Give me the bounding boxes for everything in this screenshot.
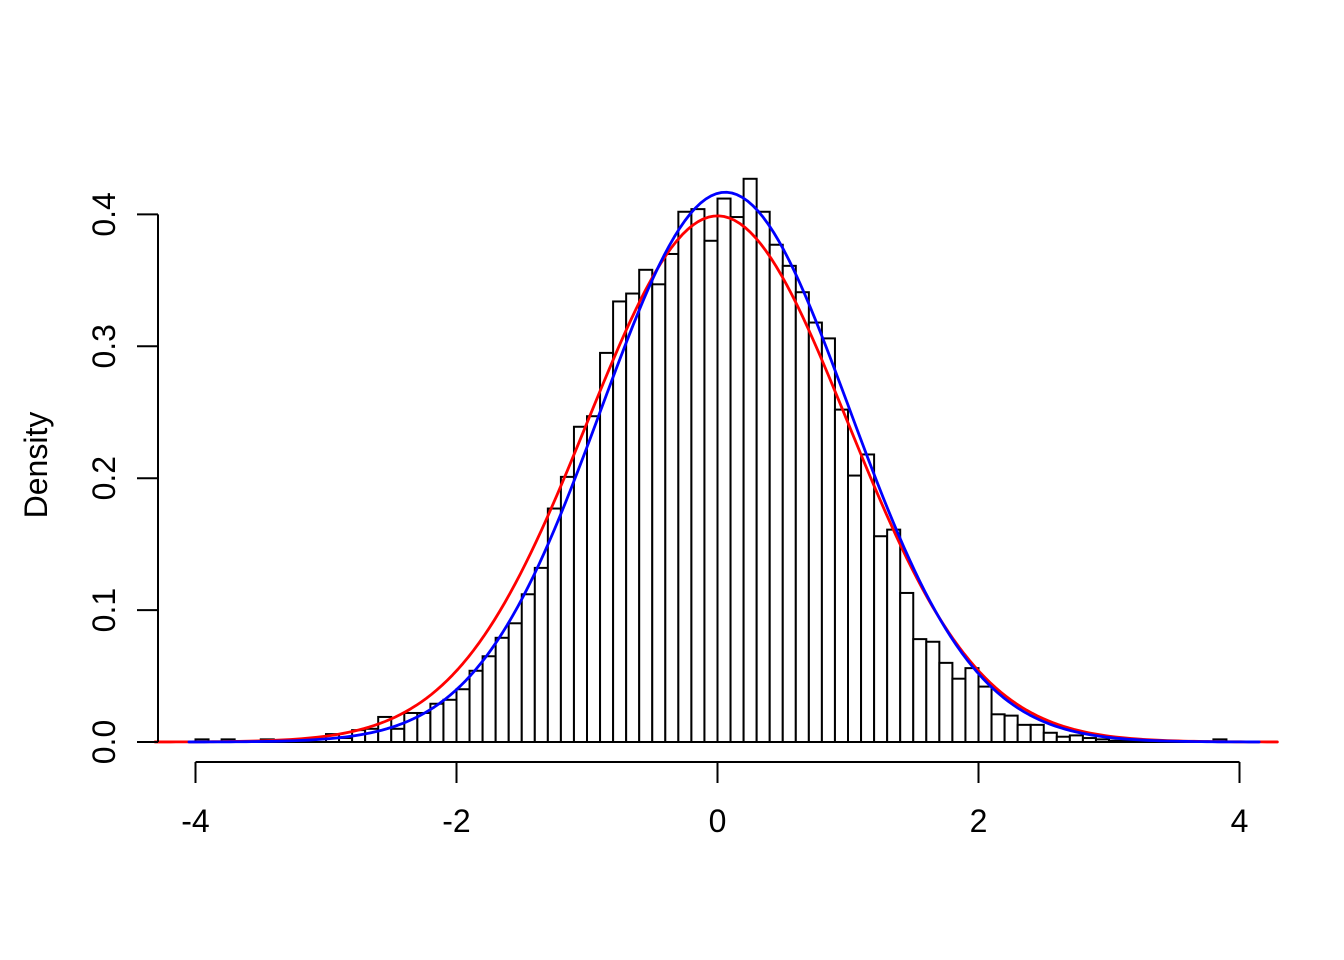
y-tick-label: 0.0 — [86, 720, 122, 764]
y-tick-label: 0.2 — [86, 456, 122, 500]
normal-curve — [153, 214, 1279, 744]
histogram-bar — [638, 268, 654, 743]
histogram-bar — [1029, 723, 1045, 743]
y-axis-title: Density — [18, 412, 54, 519]
histogram-bar — [690, 208, 706, 743]
histogram-bar — [703, 239, 719, 743]
y-tick-label: 0.1 — [86, 588, 122, 632]
histogram-bar — [586, 415, 602, 743]
histogram-bar — [481, 655, 497, 743]
x-tick-label: 0 — [709, 803, 727, 839]
histogram-bar — [442, 698, 458, 743]
y-tick-label: 0.3 — [86, 324, 122, 368]
histogram-bar — [664, 252, 680, 743]
histogram-bar — [507, 622, 523, 743]
histogram-bar — [612, 300, 628, 743]
histogram-bar — [729, 216, 745, 744]
density-curve — [187, 190, 1261, 744]
histogram-bar — [559, 475, 575, 743]
histogram-bar — [820, 337, 836, 743]
histogram-bar — [938, 661, 954, 743]
histogram-bar — [651, 283, 667, 743]
histogram-bar — [925, 640, 941, 744]
x-tick-label: 2 — [970, 803, 988, 839]
histogram-bar — [520, 593, 536, 744]
histogram-bar — [742, 177, 758, 744]
histogram-bar — [990, 713, 1006, 743]
histogram-bar — [977, 685, 993, 743]
histogram-bar — [951, 677, 967, 744]
histogram-bar — [807, 321, 823, 743]
x-tick-label: -2 — [442, 803, 470, 839]
density-curves — [153, 190, 1279, 744]
y-axis: 0.0 0.1 0.2 0.3 0.4 — [86, 192, 159, 764]
histogram-bar — [755, 210, 771, 743]
histogram-bar — [781, 264, 797, 743]
histogram-bar — [794, 291, 810, 743]
x-tick-label: -4 — [181, 803, 209, 839]
histogram-bar — [886, 528, 902, 744]
histogram-bar — [455, 688, 471, 743]
x-tick-label: 4 — [1231, 803, 1249, 839]
histogram-bar — [847, 474, 863, 743]
histogram-bar — [912, 638, 928, 743]
histogram-bar — [860, 453, 876, 743]
histogram-bar — [1016, 723, 1032, 743]
histogram-bar — [964, 667, 980, 744]
histogram-bars — [194, 177, 1228, 744]
y-tick-label: 0.4 — [86, 192, 122, 236]
histogram-bar — [1042, 731, 1058, 744]
histogram-bar — [677, 210, 693, 743]
histogram-bar — [599, 351, 615, 743]
histogram-bar — [494, 636, 510, 743]
histogram-bar — [873, 535, 889, 743]
histogram-bar — [716, 197, 732, 743]
histogram-bar — [833, 408, 850, 743]
histogram-bar — [390, 727, 406, 743]
histogram-bar — [768, 243, 784, 744]
histogram-bar — [468, 669, 484, 744]
histogram-bar — [625, 292, 641, 743]
histogram-bar — [1003, 714, 1019, 743]
histogram-bar — [533, 566, 549, 744]
x-axis: -4 -2 0 2 4 — [181, 761, 1249, 839]
histogram-bar — [899, 591, 915, 744]
